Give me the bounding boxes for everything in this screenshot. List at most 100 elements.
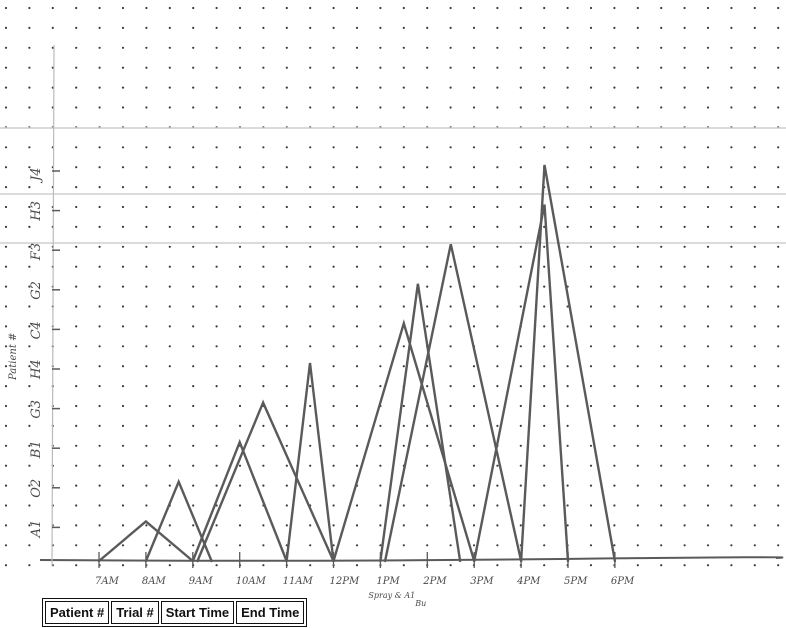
grid-dot [449,564,452,567]
grid-dot [519,345,522,348]
grid-dot [355,504,359,507]
grid-dot [75,106,78,109]
grid-dot [449,385,452,388]
grid-dot [543,86,546,89]
grid-dot [4,365,8,368]
grid-dot [449,404,452,408]
grid-dot [285,484,288,487]
grid-dot [215,205,218,209]
grid-dot [472,205,476,209]
grid-dot [379,544,382,547]
grid-dot [753,26,756,29]
grid-dot [589,186,593,189]
grid-dot [426,26,429,29]
grid-dot [379,365,382,368]
grid-dot [4,6,8,10]
grid-dot [332,464,335,467]
grid-dot [730,186,733,189]
grid-dot [496,404,499,408]
grid-dot [309,186,312,189]
grid-dot [449,86,452,89]
grid-dot [402,205,405,209]
grid-dot [519,464,522,467]
grid-dot [402,86,405,89]
grid-dot [683,166,686,169]
grid-dot [683,404,686,408]
trial-number-header: Trial # [111,601,159,624]
grid-dot [753,46,756,49]
grid-dot [589,365,593,368]
grid-dot [426,46,429,49]
grid-dot [309,205,312,209]
grid-dot [75,484,78,487]
grid-dot [730,345,733,348]
trial-table: Patient # Trial # Start Time End Time [42,598,308,627]
grid-dot [28,544,31,547]
grid-dot [238,385,242,388]
grid-dot [192,186,195,189]
grid-dot [98,86,101,89]
grid-dot [4,205,8,209]
grid-dot [566,385,569,388]
grid-dot [449,265,452,268]
grid-dot [730,245,733,248]
grid-dot [309,424,312,427]
grid-dot [519,26,522,29]
y-tick-label: A1 [29,520,44,539]
grid-dot [168,305,171,308]
grid-dot [730,205,733,209]
grid-dot [332,504,335,507]
grid-dot [238,345,242,348]
grid-dot [730,26,733,29]
grid-dot [121,345,125,348]
grid-dot [543,6,546,10]
grid-dot [706,6,710,10]
series-line [97,519,194,563]
grid-dot [285,225,288,228]
grid-dot [238,544,242,547]
grid-dot [309,325,312,328]
grid-dot [285,205,288,209]
grid-dot [238,26,242,29]
grid-dot [706,444,710,447]
grid-dot [706,424,710,427]
grid-dot [215,245,218,248]
grid-dot [519,146,522,149]
grid-dot [332,404,335,408]
grid-dot [636,26,639,29]
grid-dot [75,404,78,408]
grid-dot [660,186,663,189]
grid-dot [121,544,125,547]
grid-dot [215,524,218,527]
grid-dot [192,146,195,149]
grid-dot [543,544,546,547]
grid-dot [777,464,780,467]
grid-dot [262,265,265,268]
x-tick-label: 2PM [422,576,447,587]
grid-dot [379,504,382,507]
grid-dot [730,285,733,288]
grid-dot [566,146,569,149]
grid-dot [379,146,382,149]
grid-dot [4,245,8,248]
grid-dot [426,484,429,487]
grid-dot [753,6,756,10]
grid-dot [636,146,639,149]
grid-dot [472,86,476,89]
grid-dot [660,524,663,527]
grid-dot [543,26,546,29]
grid-dot [192,46,195,49]
grid-dot [192,86,195,89]
grid-dot [543,265,546,268]
grid-dot [285,86,288,89]
grid-dot [4,106,8,109]
grid-dot [238,504,242,507]
grid-dot [589,6,593,10]
grid-dot [496,26,499,29]
grid-dot [121,365,125,368]
grid-dot [613,205,616,209]
grid-dot [285,345,288,348]
grid-dot [379,225,382,228]
grid-dot [215,66,218,69]
grid-dot [683,444,686,447]
